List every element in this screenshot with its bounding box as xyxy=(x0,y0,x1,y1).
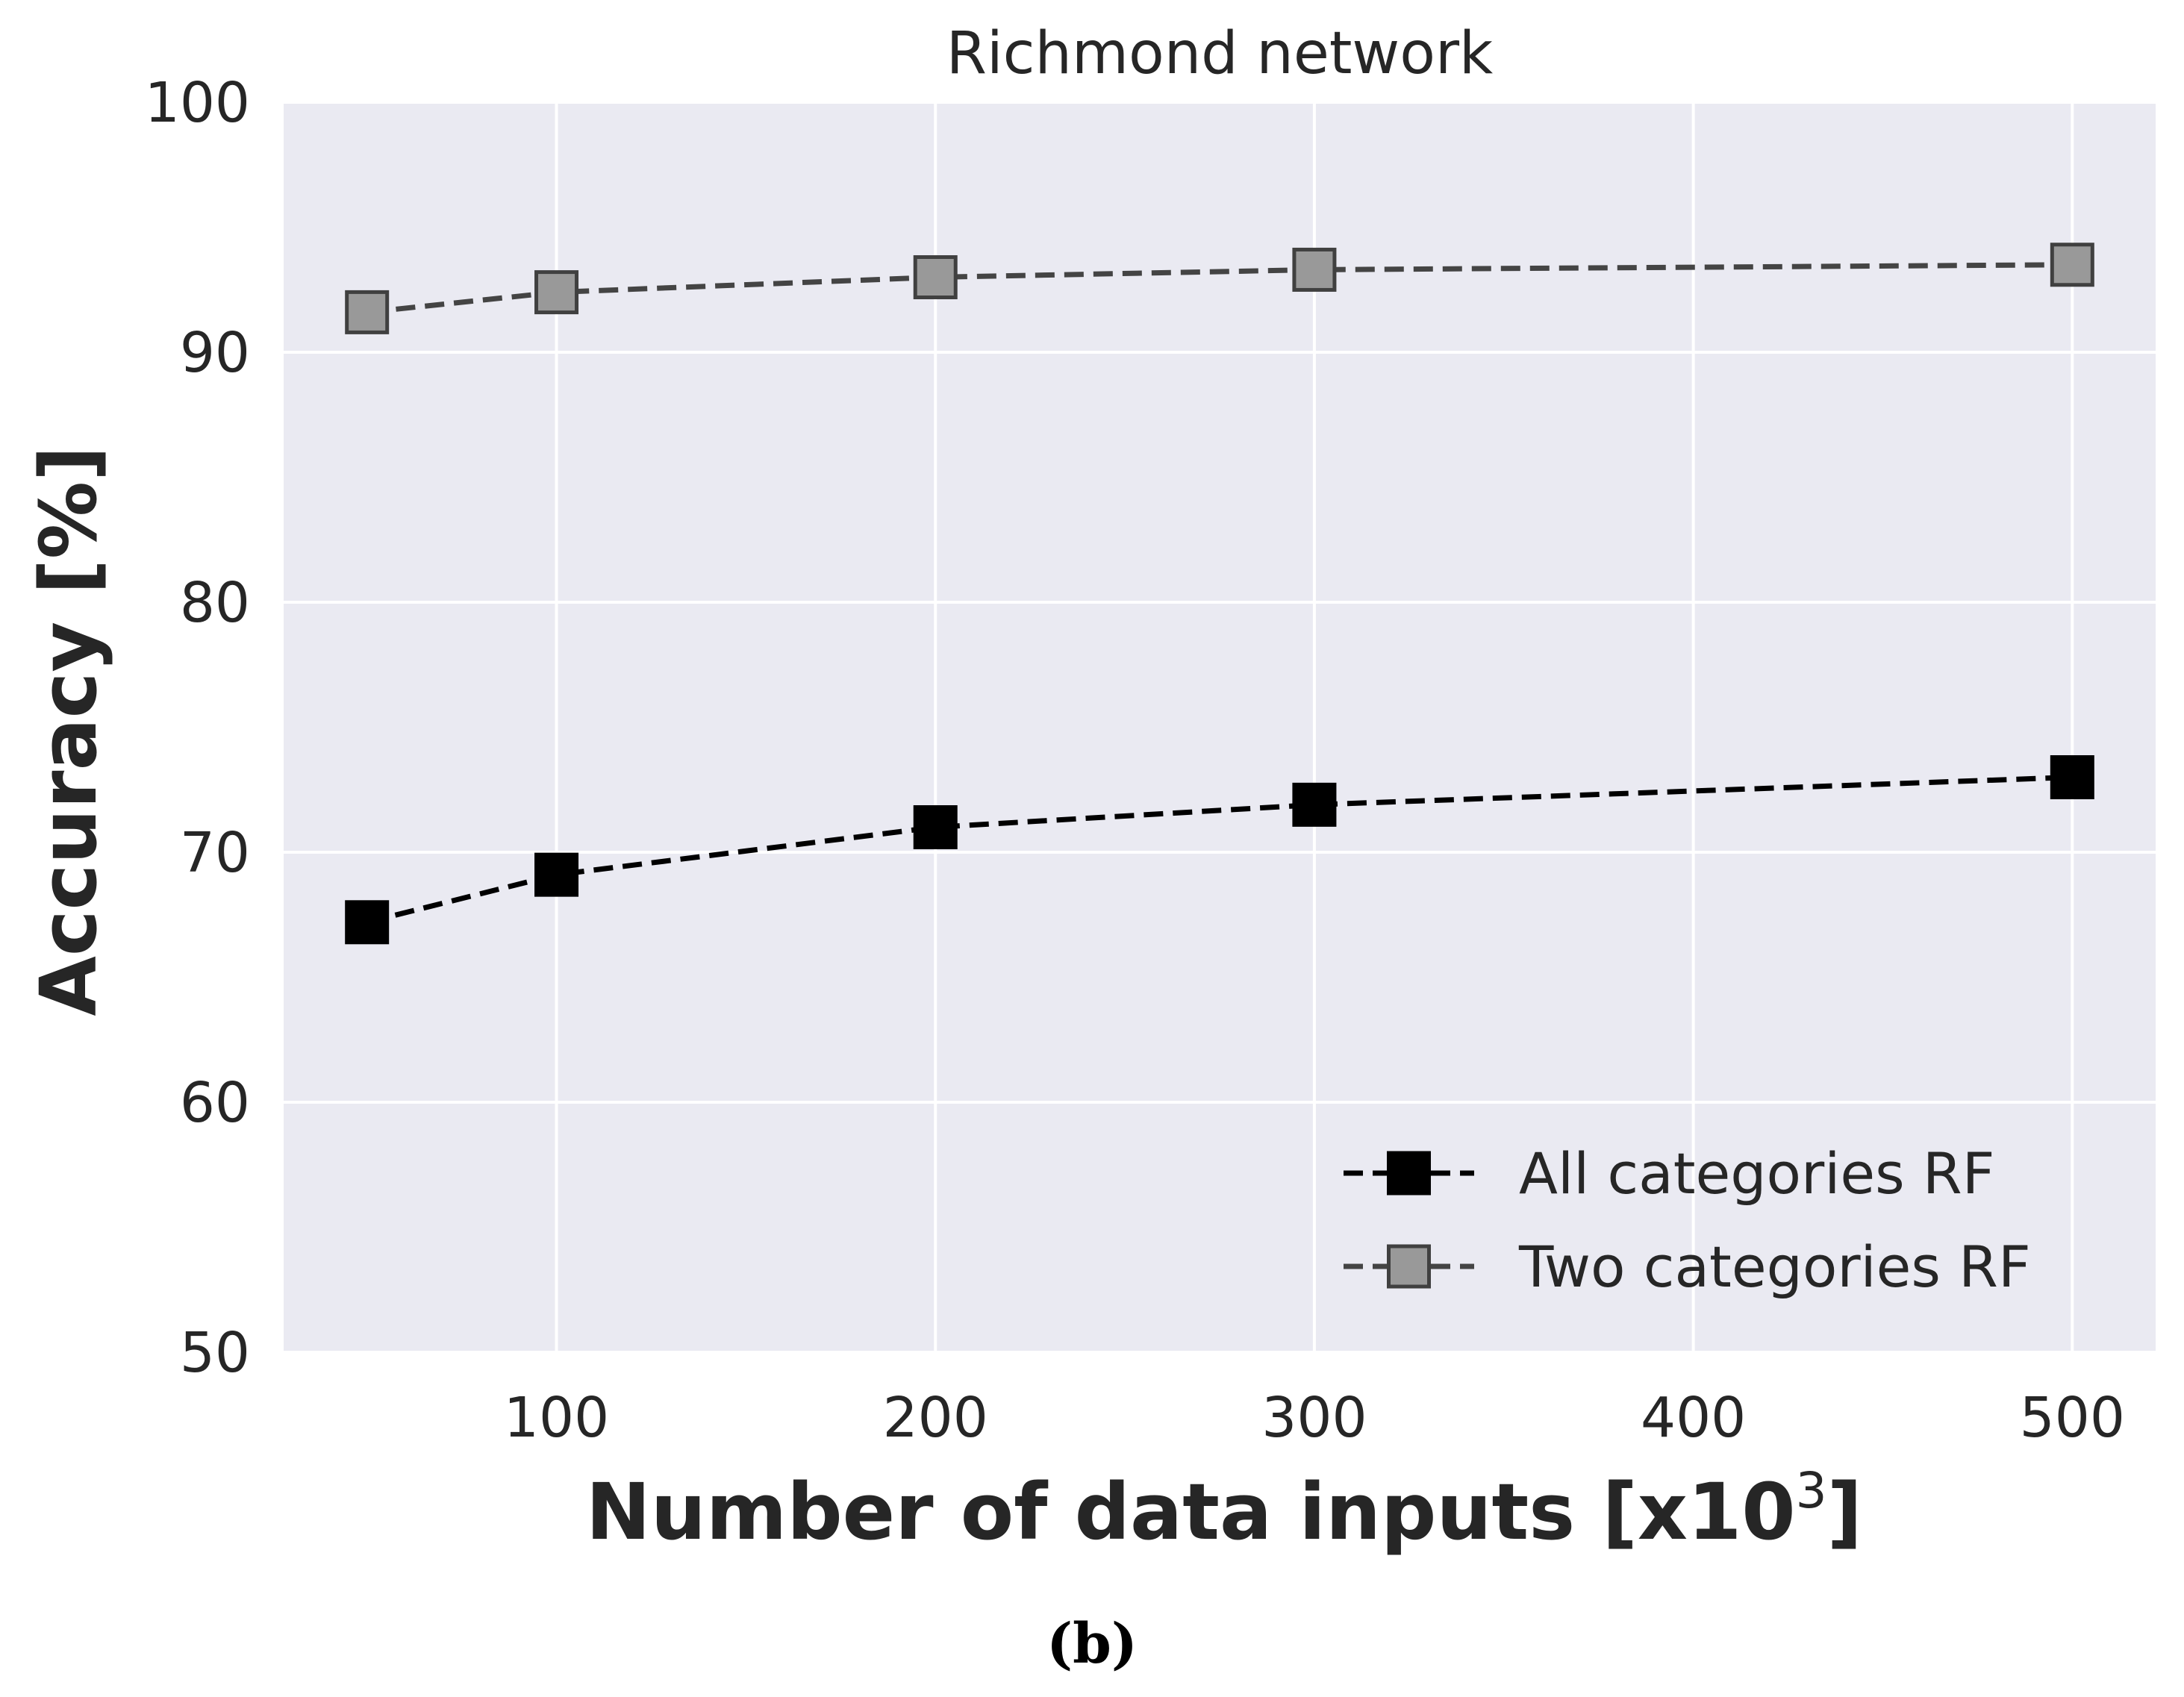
legend-item-1: Two categories RF xyxy=(1344,1234,2031,1300)
figure-caption: (b) xyxy=(1046,1612,1138,1676)
y-tick-label: 90 xyxy=(180,321,250,385)
x-axis-title-end: ] xyxy=(1827,1466,1863,1557)
x-tick-label: 200 xyxy=(883,1386,988,1450)
data-point xyxy=(345,290,390,334)
data-point xyxy=(345,900,390,945)
data-point xyxy=(913,255,958,299)
data-point xyxy=(2050,243,2094,287)
data-point xyxy=(534,852,579,897)
data-point xyxy=(1292,247,1337,292)
x-tick-label: 100 xyxy=(504,1386,609,1450)
legend: All categories RF Two categories RF xyxy=(1344,1140,2031,1300)
plot-area xyxy=(284,102,2156,1352)
y-tick-label: 60 xyxy=(180,1071,250,1135)
data-point xyxy=(913,805,958,849)
legend-label: All categories RF xyxy=(1519,1140,1994,1207)
data-point xyxy=(1292,782,1337,827)
chart-title: Richmond network xyxy=(946,20,1493,87)
y-tick-label: 100 xyxy=(145,71,250,135)
legend-item-0: All categories RF xyxy=(1344,1140,1994,1207)
x-tick-label: 300 xyxy=(1261,1386,1367,1450)
series-0 xyxy=(345,755,2094,945)
tick-labels: 100 200 300 400 500 50 60 70 80 90 100 xyxy=(145,71,2125,1450)
legend-marker xyxy=(1387,1151,1431,1196)
series-line xyxy=(366,775,2073,925)
y-tick-label: 70 xyxy=(180,821,250,885)
grid-lines xyxy=(284,101,2156,1354)
series-layer xyxy=(345,243,2094,945)
series-1 xyxy=(345,243,2094,334)
data-point xyxy=(534,270,579,315)
x-axis-title-superscript: 3 xyxy=(1796,1462,1827,1519)
legend-marker xyxy=(1387,1244,1431,1289)
y-tick-label: 80 xyxy=(180,571,250,635)
data-point xyxy=(2050,755,2094,799)
y-tick-label: 50 xyxy=(180,1321,250,1385)
y-axis-title: Accuracy [%] xyxy=(23,446,114,1016)
x-axis-title: Number of data inputs [x103] xyxy=(586,1462,1862,1557)
x-axis-title-main: Number of data inputs [x10 xyxy=(586,1466,1796,1557)
legend-label: Two categories RF xyxy=(1518,1234,2031,1300)
x-tick-label: 400 xyxy=(1641,1386,1746,1450)
x-tick-label: 500 xyxy=(2020,1386,2125,1450)
